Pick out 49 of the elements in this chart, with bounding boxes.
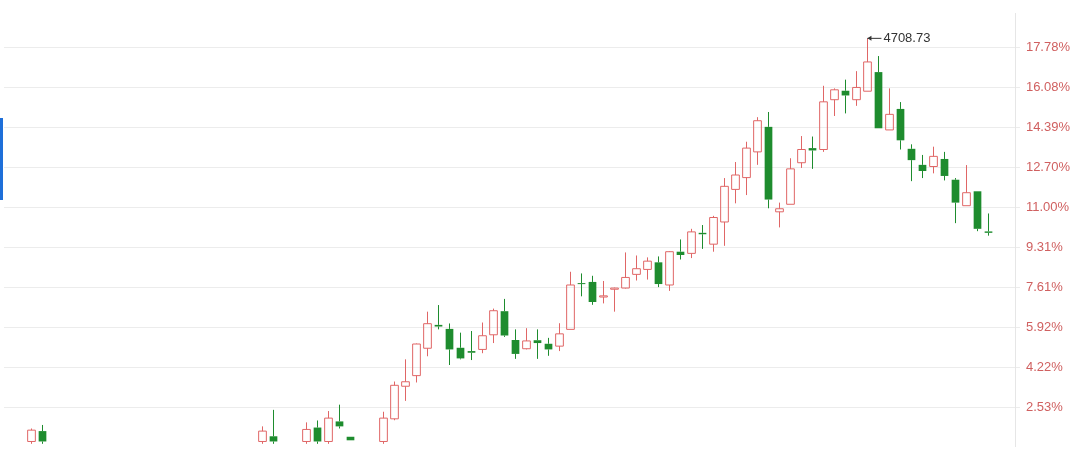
y-tick-label: 5.92% [1025,319,1064,335]
candlestick [885,87,894,131]
y-tick-label: 11.00% [1025,199,1070,215]
y-tick-label: 17.78% [1025,39,1071,55]
y-tick-label: 9.31% [1025,239,1064,255]
candlestick [511,328,520,360]
candlestick [962,164,971,207]
candlestick [621,251,630,289]
y-tick-label: 16.08% [1025,79,1071,95]
candlestick [797,135,806,169]
candlestick [764,111,773,209]
annotation: 4708.73 [883,29,931,45]
candlestick [500,298,509,336]
y-tick-label: 4.22% [1025,359,1064,375]
candlestick [302,421,311,445]
candlestick [489,308,498,344]
candlestick [643,256,652,281]
y-tick-label: 7.61% [1025,279,1064,295]
candlestick [610,287,619,313]
candlestick [632,254,641,282]
candlestick [852,70,861,107]
candlestick [27,428,36,445]
candlestick [940,151,949,181]
candlestick [423,311,432,357]
candlestick [533,328,542,360]
y-tick-label: 2.53% [1025,399,1064,415]
candlestick [599,280,608,304]
candlestick [896,101,905,151]
candlestick [775,202,784,228]
candlestick [654,255,663,288]
candlestick [786,157,795,205]
candlestick [335,404,344,429]
candlestick [566,271,575,330]
candlestick [720,177,729,247]
candlestick [731,161,740,204]
candlestick [467,330,476,361]
candlestick [951,177,960,224]
y-tick-label: 14.39% [1025,119,1071,135]
candlestick [742,141,751,196]
candlestick [434,304,443,330]
candlestick [401,358,410,402]
candlestick [973,191,982,232]
candlestick [830,89,839,117]
y-tick-label: 12.70% [1025,159,1071,175]
candlestick [874,55,883,129]
candlestick [522,327,531,350]
candlestick [588,275,597,306]
candlestick [984,212,993,237]
candlestick [819,85,828,153]
